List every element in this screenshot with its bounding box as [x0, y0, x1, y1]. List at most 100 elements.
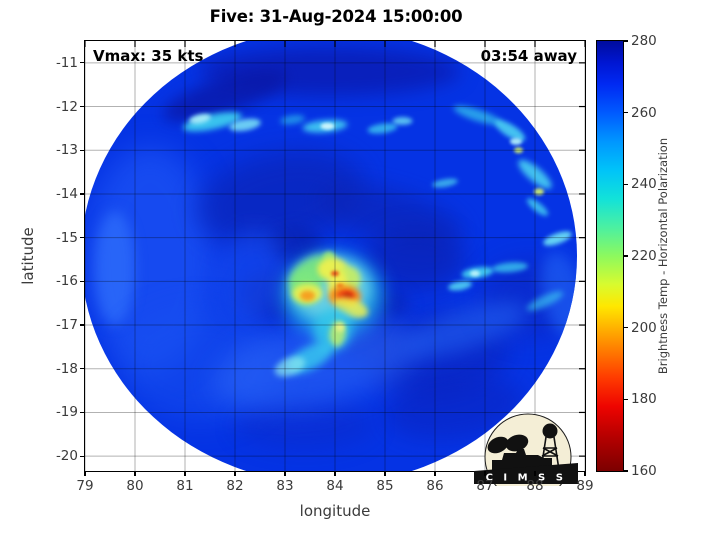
- y-tick-label: -15: [55, 229, 78, 246]
- y-tick-label: -20: [55, 448, 78, 465]
- x-tick-mark: [184, 471, 186, 476]
- heat-feature: [526, 291, 564, 311]
- y-tick-label: -12: [55, 98, 78, 115]
- heat-feature: [402, 301, 528, 357]
- building-silhouette-icon: [492, 449, 552, 470]
- x-tick-label: 87: [476, 478, 494, 494]
- colorbar-tick-label: 260: [631, 104, 657, 121]
- heat-feature: [300, 290, 315, 302]
- x-tick-mark: [234, 471, 236, 476]
- heat-feature: [470, 270, 480, 277]
- colorbar-tick-label: 240: [631, 176, 657, 193]
- heat-feature: [280, 114, 305, 125]
- heat-feature: [95, 211, 135, 326]
- x-tick-label: 83: [276, 478, 294, 494]
- colorbar-tick-label: 180: [631, 391, 657, 408]
- y-tick-mark: [80, 280, 85, 282]
- water-tower-legs-icon: [540, 436, 560, 471]
- heat-feature: [365, 228, 465, 291]
- satellite-dish-icon: [487, 436, 509, 454]
- colorbar-tick-label: 160: [631, 463, 657, 479]
- colorbar-tick-mark: [624, 183, 628, 185]
- heat-feature: [343, 292, 352, 299]
- heat-feature: [331, 270, 339, 277]
- y-tick-mark: [80, 193, 85, 195]
- latitude-axis-label: latitude: [19, 227, 37, 285]
- heat-feature: [335, 322, 345, 332]
- heat-feature: [183, 112, 242, 132]
- heat-feature: [514, 147, 523, 154]
- x-tick-label: 86: [426, 478, 444, 494]
- satellite-dish-icon: [505, 434, 529, 452]
- x-tick-label: 79: [76, 478, 94, 494]
- cimss-banner: [474, 463, 578, 484]
- y-tick-mark: [80, 455, 85, 457]
- heat-feature: [162, 69, 288, 122]
- heat-feature: [196, 150, 364, 247]
- plot-title: Five: 31-Aug-2024 15:00:00: [209, 7, 463, 26]
- x-tick-mark: [484, 471, 486, 476]
- heat-feature: [274, 356, 306, 377]
- heat-feature: [518, 159, 552, 189]
- y-tick-label: -17: [55, 317, 78, 334]
- heat-feature: [510, 138, 522, 146]
- x-tick-label: 82: [226, 478, 244, 494]
- x-tick-mark: [84, 471, 86, 476]
- cimss-logo-text: C I M S S: [486, 473, 567, 484]
- colorbar-tick-label: 280: [631, 33, 657, 49]
- heat-feature: [494, 119, 526, 142]
- y-tick-mark: [80, 62, 85, 64]
- y-tick-mark: [80, 237, 85, 239]
- x-tick-label: 80: [126, 478, 144, 494]
- y-tick-label: -11: [55, 54, 78, 71]
- heat-feature: [392, 117, 413, 125]
- heat-feature: [432, 178, 458, 188]
- heat-feature: [492, 262, 528, 273]
- time-away-label: 03:54 away: [480, 47, 577, 65]
- heat-feature: [385, 376, 525, 440]
- y-tick-mark: [80, 411, 85, 414]
- heat-feature: [213, 229, 287, 325]
- heat-feature: [189, 113, 211, 124]
- y-tick-mark: [80, 149, 85, 151]
- plot-area: Vmax: 35 kts 03:54 away: [84, 40, 586, 472]
- heat-feature: [448, 280, 472, 291]
- heat-feature: [534, 188, 544, 196]
- heat-feature: [235, 401, 375, 450]
- heat-feature: [543, 231, 572, 246]
- heat-feature: [229, 118, 261, 132]
- x-tick-label: 88: [526, 478, 544, 494]
- y-tick-label: -13: [55, 142, 78, 159]
- x-tick-mark: [584, 471, 586, 476]
- water-tower-tank-icon: [542, 423, 558, 439]
- y-tick-mark: [80, 368, 85, 370]
- longitude-axis-label: longitude: [299, 502, 371, 520]
- x-tick-label: 81: [176, 478, 194, 494]
- colorbar-tick-label: 220: [631, 248, 657, 264]
- x-tick-mark: [134, 471, 136, 476]
- x-tick-mark: [284, 471, 286, 476]
- y-tick-label: -18: [55, 360, 78, 377]
- heat-feature: [526, 198, 549, 216]
- swath-group: [85, 41, 577, 471]
- heat-feature: [453, 105, 502, 125]
- y-tick-mark: [80, 105, 85, 108]
- x-tick-mark: [434, 471, 436, 476]
- satellite-brightness-temp-image: [85, 41, 585, 471]
- colorbar-tick-mark: [624, 255, 628, 257]
- x-tick-mark: [384, 471, 386, 476]
- y-tick-label: -16: [55, 273, 78, 290]
- y-tick-label: -19: [55, 404, 78, 421]
- grid-lines: [85, 41, 585, 471]
- colorbar-tick-mark: [624, 470, 628, 472]
- heat-feature: [320, 122, 335, 130]
- x-tick-mark: [334, 471, 336, 476]
- inner-ticks: [85, 41, 585, 457]
- heat-feature: [336, 283, 344, 288]
- x-tick-label: 85: [376, 478, 394, 494]
- x-tick-label: 89: [576, 478, 594, 494]
- colorbar-tick-mark: [624, 327, 628, 329]
- colorbar-tick-mark: [624, 398, 628, 400]
- cimss-logo: C I M S S: [474, 413, 578, 486]
